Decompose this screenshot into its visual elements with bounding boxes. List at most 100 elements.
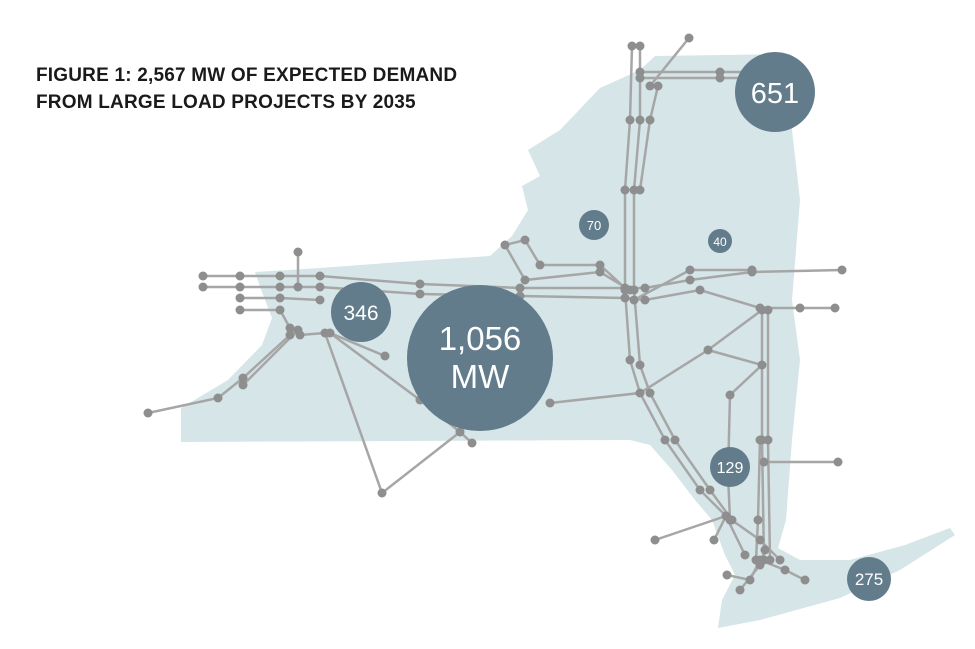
substation-node xyxy=(759,457,769,467)
substation-node xyxy=(235,305,245,315)
substation-node xyxy=(722,570,732,580)
substation-node xyxy=(285,323,295,333)
substation-node xyxy=(235,282,245,292)
substation-node xyxy=(213,393,223,403)
substation-node xyxy=(198,271,208,281)
substation-node xyxy=(520,235,530,245)
substation-node xyxy=(315,271,325,281)
substation-node xyxy=(747,265,757,275)
bubble-value: 70 xyxy=(587,218,601,233)
bubble-north-country: 651 xyxy=(735,52,815,132)
substation-node xyxy=(293,247,303,257)
substation-node xyxy=(500,240,510,250)
substation-node xyxy=(645,388,655,398)
substation-node xyxy=(620,185,630,195)
substation-node xyxy=(635,360,645,370)
substation-node xyxy=(143,408,153,418)
substation-node xyxy=(455,427,465,437)
substation-node xyxy=(315,282,325,292)
bubble-value: 129 xyxy=(717,460,744,477)
substation-node xyxy=(760,545,770,555)
substation-node xyxy=(595,260,605,270)
substation-node xyxy=(763,305,773,315)
substation-node xyxy=(235,293,245,303)
substation-node xyxy=(715,73,725,83)
substation-node xyxy=(467,438,477,448)
substation-node xyxy=(757,360,767,370)
substation-node xyxy=(625,115,635,125)
substation-node xyxy=(670,435,680,445)
substation-node xyxy=(275,293,285,303)
substation-node xyxy=(635,41,645,51)
bubble-value: 40 xyxy=(713,235,727,249)
substation-node xyxy=(640,295,650,305)
substation-node xyxy=(780,565,790,575)
substation-node xyxy=(520,275,530,285)
substation-node xyxy=(709,535,719,545)
substation-node xyxy=(595,267,605,277)
substation-node xyxy=(635,185,645,195)
substation-node xyxy=(703,345,713,355)
substation-node xyxy=(235,271,245,281)
substation-node xyxy=(625,355,635,365)
substation-node xyxy=(415,289,425,299)
substation-node xyxy=(725,515,735,525)
bubble-hudson-valley: 129 xyxy=(710,447,750,487)
substation-node xyxy=(545,398,555,408)
bubble-value: 1,056 xyxy=(439,320,522,357)
substation-node xyxy=(775,555,785,565)
substation-node xyxy=(753,515,763,525)
bubble-long-island: 275 xyxy=(847,557,891,601)
substation-node xyxy=(238,373,248,383)
substation-node xyxy=(745,575,755,585)
substation-node xyxy=(695,485,705,495)
substation-node xyxy=(238,380,248,390)
load-bubbles: 346 1,056 MW 651 70 40 129 275 xyxy=(331,52,891,601)
figure-title-line1: FIGURE 1: 2,567 MW OF EXPECTED DEMAND xyxy=(36,65,458,86)
substation-node xyxy=(685,275,695,285)
substation-node xyxy=(535,260,545,270)
substation-node xyxy=(684,33,694,43)
substation-node xyxy=(837,265,847,275)
substation-node xyxy=(377,488,387,498)
figure-title: FIGURE 1: 2,567 MW OF EXPECTED DEMAND FR… xyxy=(36,62,457,116)
substation-node xyxy=(740,550,750,560)
substation-node xyxy=(620,293,630,303)
bubble-unit: MW xyxy=(451,358,510,395)
substation-node xyxy=(380,351,390,361)
substation-node xyxy=(315,295,325,305)
substation-node xyxy=(765,555,775,565)
substation-node xyxy=(285,330,295,340)
substation-node xyxy=(635,73,645,83)
substation-node xyxy=(833,457,843,467)
new-york-state-shape xyxy=(181,54,955,628)
substation-node xyxy=(625,285,635,295)
bubble-value: 275 xyxy=(855,570,883,589)
substation-node xyxy=(653,81,663,91)
substation-node xyxy=(645,115,655,125)
figure-title-line2: FROM LARGE LOAD PROJECTS BY 2035 xyxy=(36,92,416,113)
substation-node xyxy=(293,325,303,335)
substation-node xyxy=(325,328,335,338)
bubble-value: 346 xyxy=(343,302,378,325)
substation-node xyxy=(293,282,303,292)
substation-node xyxy=(635,388,645,398)
substation-node xyxy=(755,435,765,445)
substation-node xyxy=(275,271,285,281)
substation-node xyxy=(800,575,810,585)
bubble-capital-north: 40 xyxy=(708,229,732,253)
substation-node xyxy=(755,535,765,545)
bubble-mohawk: 70 xyxy=(579,210,609,240)
substation-node xyxy=(515,283,525,293)
substation-node xyxy=(650,535,660,545)
substation-node xyxy=(627,41,637,51)
bubble-value: 651 xyxy=(751,78,799,110)
substation-node xyxy=(415,279,425,289)
substation-node xyxy=(830,303,840,313)
substation-node xyxy=(695,285,705,295)
substation-node xyxy=(629,295,639,305)
substation-node xyxy=(795,303,805,313)
substation-node xyxy=(275,305,285,315)
substation-node xyxy=(763,435,773,445)
